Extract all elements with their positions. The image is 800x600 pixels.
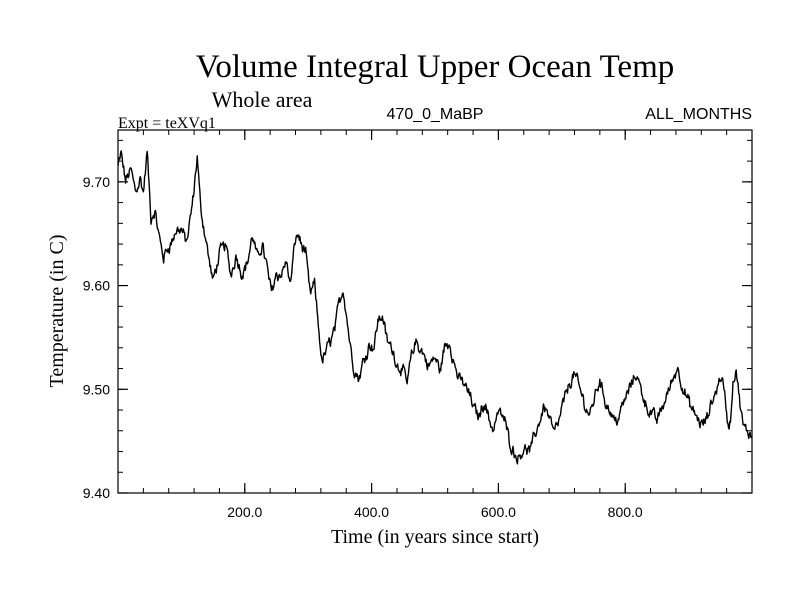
temperature-series-line <box>117 150 753 465</box>
x-tick-label: 800.0 <box>608 504 643 520</box>
plot-frame <box>117 129 753 494</box>
axis-ticks <box>118 130 752 494</box>
y-tick-label: 9.60 <box>83 278 110 294</box>
y-tick-label: 9.70 <box>83 174 110 190</box>
x-tick-label: 200.0 <box>227 504 262 520</box>
series-layer <box>117 150 753 465</box>
y-axis-label: Temperature (in C) <box>46 235 68 388</box>
y-tick-label: 9.40 <box>83 485 110 501</box>
chart-subtitle: Whole area <box>212 87 313 112</box>
months-label: ALL_MONTHS <box>645 106 752 123</box>
run-label: 470_0_MaBP <box>387 106 484 123</box>
experiment-label: Expt = teXVq1 <box>118 115 216 132</box>
x-tick-label: 400.0 <box>354 504 389 520</box>
y-tick-label: 9.50 <box>83 381 110 397</box>
x-tick-label: 600.0 <box>481 504 516 520</box>
chart-title: Volume Integral Upper Ocean Temp <box>196 49 674 85</box>
x-axis-label: Time (in years since start) <box>331 526 539 548</box>
tick-labels: 200.0 400.0 600.0 800.0 9.40 9.50 9.60 9.70 <box>83 174 643 520</box>
